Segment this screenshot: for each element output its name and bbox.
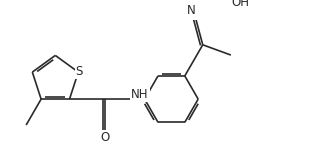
Text: S: S: [76, 65, 83, 78]
Text: O: O: [101, 131, 110, 144]
Text: NH: NH: [131, 88, 149, 101]
Text: N: N: [186, 5, 195, 17]
Text: OH: OH: [231, 0, 249, 9]
